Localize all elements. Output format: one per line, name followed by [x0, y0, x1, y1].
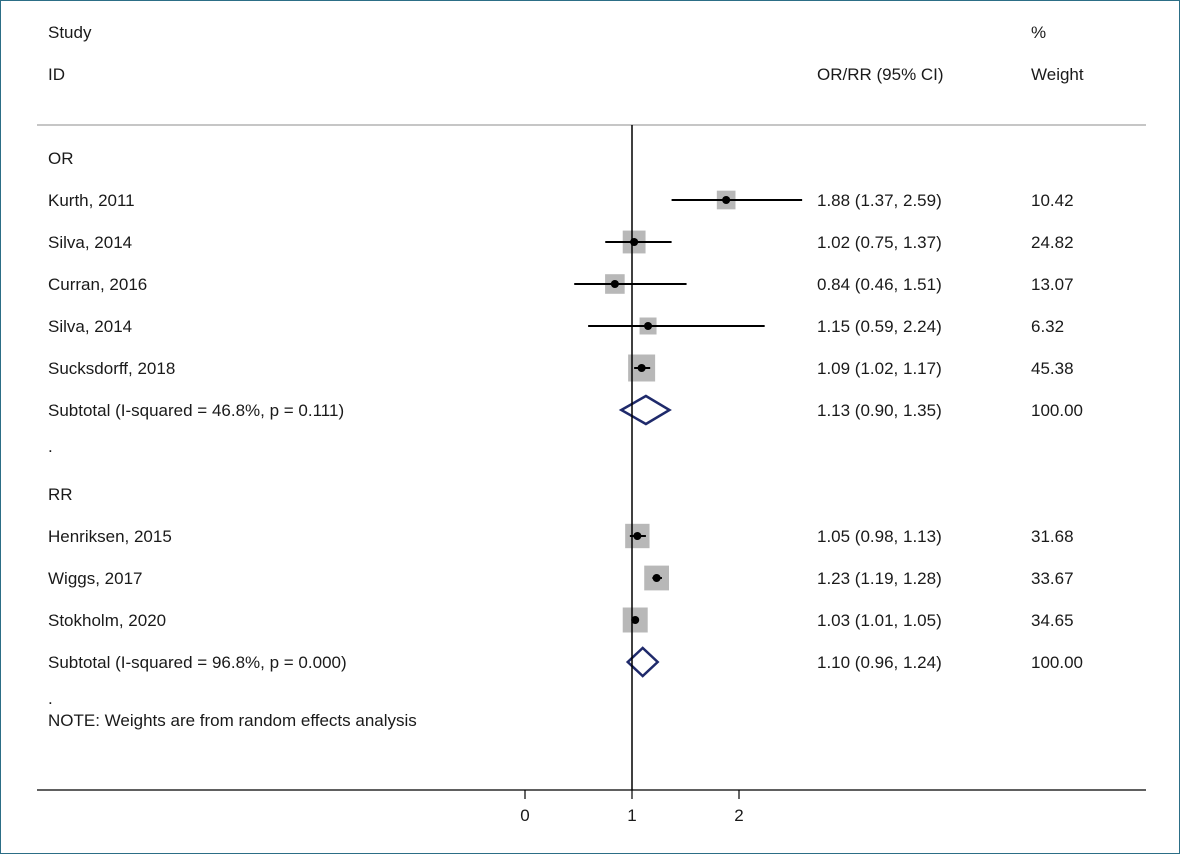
- study-label: Curran, 2016: [48, 275, 147, 294]
- study-label: Silva, 2014: [48, 317, 132, 336]
- subtotal-estimate-text: 1.10 (0.96, 1.24): [817, 653, 942, 672]
- x-tick-label: 1: [627, 806, 636, 825]
- study-weight-text: 6.32: [1031, 317, 1064, 336]
- forest-rows: OR Kurth, 2011 1.88 (1.37, 2.59) 10.42 Silva…: [48, 149, 1083, 730]
- study-estimate-text: 1.05 (0.98, 1.13): [817, 527, 942, 546]
- study-point-estimate: [633, 532, 642, 540]
- study-estimate-text: 1.09 (1.02, 1.17): [817, 359, 942, 378]
- study-weight-text: 34.65: [1031, 611, 1074, 630]
- x-tick-label: 2: [734, 806, 743, 825]
- subtotal-diamond: [625, 646, 660, 678]
- header-id: ID: [48, 65, 65, 84]
- header-weight: Weight: [1031, 65, 1084, 84]
- study-label: Henriksen, 2015: [48, 527, 172, 546]
- study-point-estimate: [637, 364, 646, 372]
- study-estimate-text: 1.88 (1.37, 2.59): [817, 191, 942, 210]
- x-tick-label: 0: [520, 806, 529, 825]
- study-label: Stokholm, 2020: [48, 611, 166, 630]
- study-weight-text: 45.38: [1031, 359, 1074, 378]
- study-label: Sucksdorff, 2018: [48, 359, 175, 378]
- study-label: Kurth, 2011: [48, 191, 135, 210]
- spacer-dot: .: [48, 437, 53, 456]
- study-estimate-text: 1.15 (0.59, 2.24): [817, 317, 942, 336]
- note-dot: .: [48, 689, 53, 708]
- study-point-estimate: [722, 196, 731, 204]
- study-point-estimate: [652, 574, 661, 582]
- study-estimate-text: 0.84 (0.46, 1.51): [817, 275, 942, 294]
- study-label: Silva, 2014: [48, 233, 132, 252]
- header-estimate: OR/RR (95% CI): [817, 65, 944, 84]
- study-weight-text: 24.82: [1031, 233, 1074, 252]
- study-weight-text: 13.07: [1031, 275, 1074, 294]
- study-estimate-text: 1.23 (1.19, 1.28): [817, 569, 942, 588]
- study-point-estimate: [610, 280, 619, 288]
- study-point-estimate: [644, 322, 653, 330]
- study-point-estimate: [631, 616, 640, 624]
- subtotal-label: Subtotal (I-squared = 96.8%, p = 0.000): [48, 653, 347, 672]
- subtotal-estimate-text: 1.13 (0.90, 1.35): [817, 401, 942, 420]
- note-text: NOTE: Weights are from random effects an…: [48, 711, 417, 730]
- study-weight-text: 33.67: [1031, 569, 1074, 588]
- study-estimate-text: 1.03 (1.01, 1.05): [817, 611, 942, 630]
- header-study: Study: [48, 23, 92, 42]
- subtotal-weight-text: 100.00: [1031, 653, 1083, 672]
- subtotal-diamond: [618, 394, 672, 426]
- study-estimate-text: 1.02 (0.75, 1.37): [817, 233, 942, 252]
- group-label: OR: [48, 149, 74, 168]
- header-percent: %: [1031, 23, 1046, 42]
- subtotal-label: Subtotal (I-squared = 46.8%, p = 0.111): [48, 401, 344, 420]
- study-weight-text: 10.42: [1031, 191, 1074, 210]
- study-weight-text: 31.68: [1031, 527, 1074, 546]
- group-label: RR: [48, 485, 73, 504]
- subtotal-weight-text: 100.00: [1031, 401, 1083, 420]
- study-label: Wiggs, 2017: [48, 569, 143, 588]
- x-axis: 0 1 2: [37, 125, 1146, 825]
